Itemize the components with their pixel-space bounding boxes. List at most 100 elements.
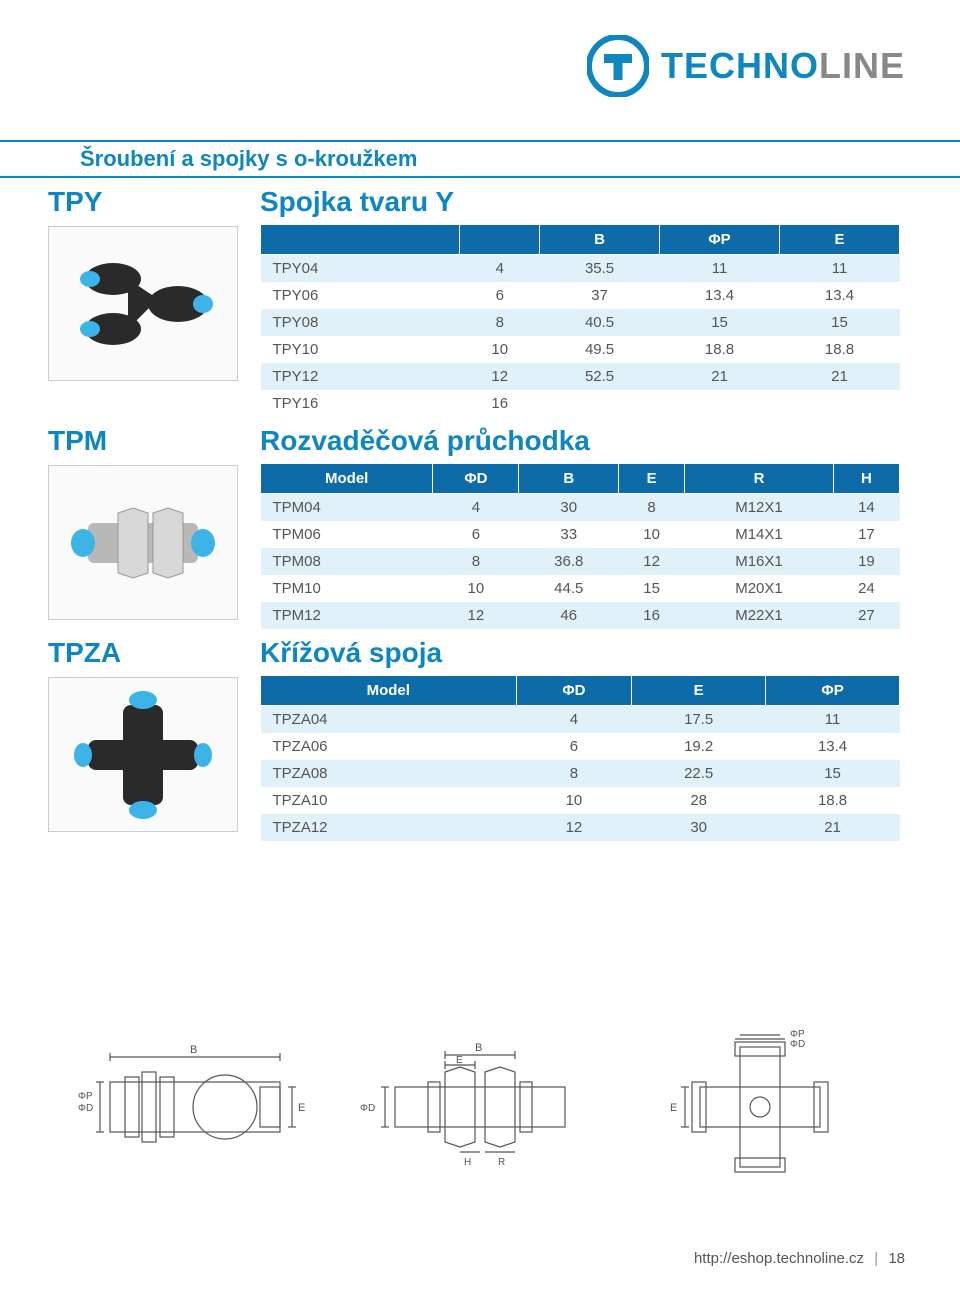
table-cell: M20X1 bbox=[685, 575, 834, 602]
table-cell: 27 bbox=[833, 602, 899, 629]
table-header-cell: Model bbox=[261, 464, 433, 494]
table-row: TPM12124616M22X127 bbox=[261, 602, 900, 629]
table-header-cell: ΦP bbox=[660, 225, 780, 255]
table-cell: 18.8 bbox=[660, 336, 780, 363]
product-section: TPMRozvaděčová průchodkaModelΦDBERHTPM04… bbox=[0, 425, 960, 629]
spec-table: ModelΦDEΦPTPZA04417.511TPZA06619.213.4TP… bbox=[260, 675, 900, 841]
table-cell: 13.4 bbox=[660, 282, 780, 309]
product-image bbox=[48, 677, 238, 832]
table-header-cell: B bbox=[540, 225, 660, 255]
table-cell: 10 bbox=[619, 521, 685, 548]
table-cell: TPY12 bbox=[261, 363, 460, 390]
table-header-cell: Model bbox=[261, 676, 517, 706]
table-cell: 30 bbox=[519, 494, 619, 522]
table-cell: 22.5 bbox=[632, 760, 766, 787]
product-section: TPZAKřížová spoja ModelΦDEΦPTPZA04417.511… bbox=[0, 637, 960, 841]
table-row: TPY121252.52121 bbox=[261, 363, 900, 390]
table-cell: TPM10 bbox=[261, 575, 433, 602]
page-footer: http://eshop.technoline.cz | 18 bbox=[694, 1250, 905, 1267]
table-cell: 4 bbox=[460, 255, 540, 283]
svg-text:B: B bbox=[475, 1042, 482, 1054]
table-cell: 24 bbox=[833, 575, 899, 602]
table-cell: M12X1 bbox=[685, 494, 834, 522]
table-cell: TPY08 bbox=[261, 309, 460, 336]
table-row: TPY0663713.413.4 bbox=[261, 282, 900, 309]
spec-table: BΦPETPY04435.51111TPY0663713.413.4TPY088… bbox=[260, 224, 900, 417]
svg-text:E: E bbox=[670, 1102, 677, 1114]
table-cell: 19 bbox=[833, 548, 899, 575]
table-header-cell: B bbox=[519, 464, 619, 494]
table-cell: 16 bbox=[619, 602, 685, 629]
product-image bbox=[48, 226, 238, 381]
svg-text:ΦD: ΦD bbox=[790, 1039, 805, 1050]
table-cell bbox=[660, 390, 780, 417]
table-row: TPY04435.51111 bbox=[261, 255, 900, 283]
logo-text: TECHNOLINE bbox=[661, 45, 905, 87]
table-header-cell: ΦP bbox=[766, 676, 900, 706]
table-row: TPY101049.518.818.8 bbox=[261, 336, 900, 363]
table-cell: 36.8 bbox=[519, 548, 619, 575]
table-cell: 33 bbox=[519, 521, 619, 548]
logo-icon bbox=[587, 35, 649, 97]
table-cell bbox=[540, 390, 660, 417]
table-header-cell: E bbox=[632, 676, 766, 706]
table-cell: 21 bbox=[660, 363, 780, 390]
section-right: Křížová spoja ModelΦDEΦPTPZA04417.511TPZA… bbox=[260, 637, 960, 841]
table-header-cell: R bbox=[685, 464, 834, 494]
table-cell: 12 bbox=[619, 548, 685, 575]
svg-text:B: B bbox=[190, 1044, 197, 1056]
table-row: TPZA06619.213.4 bbox=[261, 733, 900, 760]
table-cell: TPZA08 bbox=[261, 760, 517, 787]
table-cell: 21 bbox=[766, 814, 900, 841]
table-header-cell: H bbox=[833, 464, 899, 494]
table-cell: 6 bbox=[460, 282, 540, 309]
table-row: TPM101044.515M20X124 bbox=[261, 575, 900, 602]
table-cell: 46 bbox=[519, 602, 619, 629]
table-cell: 16 bbox=[460, 390, 540, 417]
table-cell: 15 bbox=[619, 575, 685, 602]
svg-text:H: H bbox=[464, 1157, 471, 1168]
product-title: Křížová spoja bbox=[260, 637, 900, 669]
table-cell: 11 bbox=[660, 255, 780, 283]
table-cell: 17.5 bbox=[632, 706, 766, 734]
table-cell: TPY10 bbox=[261, 336, 460, 363]
table-cell: 13.4 bbox=[780, 282, 900, 309]
section-right: Rozvaděčová průchodkaModelΦDBERHTPM04430… bbox=[260, 425, 960, 629]
table-cell: 11 bbox=[780, 255, 900, 283]
table-cell: 10 bbox=[433, 575, 519, 602]
section-right: Spojka tvaru YBΦPETPY04435.51111TPY06637… bbox=[260, 186, 960, 417]
brand-logo: TECHNOLINE bbox=[587, 35, 905, 97]
table-row: TPM044308M12X114 bbox=[261, 494, 900, 522]
table-cell: 10 bbox=[516, 787, 632, 814]
table-cell: 18.8 bbox=[766, 787, 900, 814]
table-cell: 21 bbox=[780, 363, 900, 390]
table-cell: 6 bbox=[516, 733, 632, 760]
product-image bbox=[48, 465, 238, 620]
brand-part2: LINE bbox=[819, 45, 905, 86]
table-cell: 11 bbox=[766, 706, 900, 734]
table-cell: 15 bbox=[780, 309, 900, 336]
table-cell: TPM04 bbox=[261, 494, 433, 522]
footer-page: 18 bbox=[888, 1250, 905, 1267]
table-row: TPZA08822.515 bbox=[261, 760, 900, 787]
table-cell: 28 bbox=[632, 787, 766, 814]
table-cell bbox=[780, 390, 900, 417]
section-left: TPZA bbox=[0, 637, 260, 841]
table-cell: 4 bbox=[433, 494, 519, 522]
table-cell: 12 bbox=[460, 363, 540, 390]
table-cell: TPY16 bbox=[261, 390, 460, 417]
diagram-tpm: B E ΦD H R bbox=[350, 1027, 610, 1187]
page-header: Šroubení a spojky s o-kroužkem bbox=[0, 140, 960, 178]
table-cell: 40.5 bbox=[540, 309, 660, 336]
diagram-tpza: ΦP ΦD E bbox=[630, 1027, 890, 1187]
table-row: TPM08836.812M16X119 bbox=[261, 548, 900, 575]
table-cell: TPZA10 bbox=[261, 787, 517, 814]
table-cell: 4 bbox=[516, 706, 632, 734]
table-row: TPY1616 bbox=[261, 390, 900, 417]
table-cell: M22X1 bbox=[685, 602, 834, 629]
table-cell: 12 bbox=[433, 602, 519, 629]
table-cell: M14X1 bbox=[685, 521, 834, 548]
table-cell: 14 bbox=[833, 494, 899, 522]
table-cell: 17 bbox=[833, 521, 899, 548]
table-cell: 35.5 bbox=[540, 255, 660, 283]
